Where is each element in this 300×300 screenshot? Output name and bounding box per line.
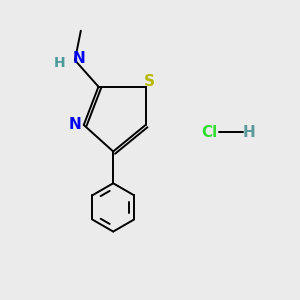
Text: N: N (73, 51, 86, 66)
Text: S: S (144, 74, 154, 89)
Text: N: N (68, 117, 81, 132)
Text: H: H (242, 125, 255, 140)
Text: H: H (54, 56, 65, 70)
Text: Cl: Cl (201, 125, 217, 140)
